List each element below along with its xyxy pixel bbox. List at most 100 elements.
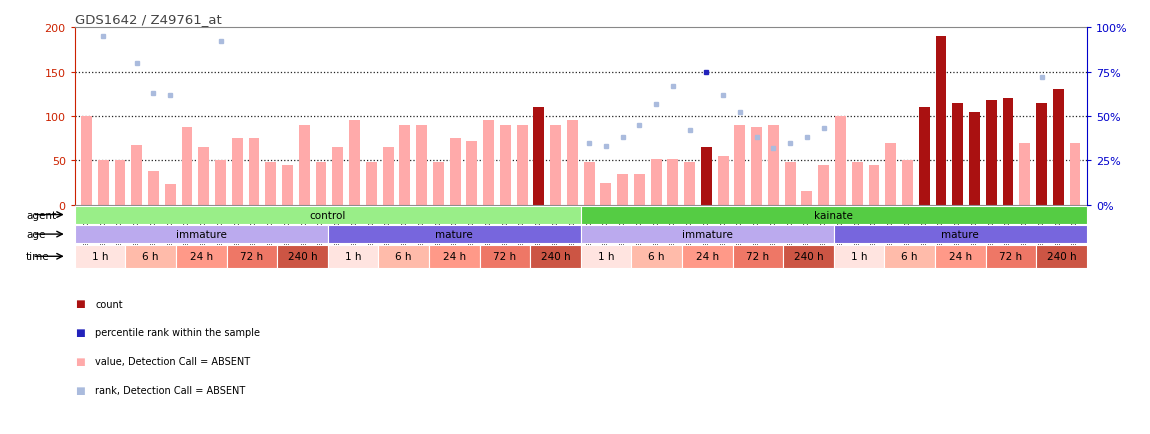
Bar [684,163,695,205]
Bar [198,148,209,205]
Bar [567,121,577,205]
Bar [516,125,528,205]
Bar [115,161,125,205]
Bar [483,121,494,205]
Bar [584,163,595,205]
Bar [429,245,480,268]
Bar [282,165,293,205]
Bar [802,192,812,205]
Bar [952,103,964,205]
Bar [215,161,225,205]
Bar [232,139,243,205]
Bar [1019,143,1030,205]
Bar [366,163,377,205]
Text: 24 h: 24 h [696,252,719,262]
Bar [75,226,328,243]
Text: ■: ■ [75,328,84,337]
Bar [480,245,530,268]
Bar [784,163,796,205]
Bar [467,141,477,205]
Text: GDS1642 / Z49761_at: GDS1642 / Z49761_at [75,13,222,26]
Bar [432,163,444,205]
Text: 240 h: 240 h [793,252,823,262]
Text: 72 h: 72 h [746,252,769,262]
Text: 240 h: 240 h [540,252,570,262]
Text: rank, Detection Call = ABSENT: rank, Detection Call = ABSENT [95,385,246,395]
Bar [416,125,427,205]
Text: time: time [26,252,49,262]
Bar [75,245,125,268]
Bar [328,245,378,268]
Bar [581,245,631,268]
Text: mature: mature [942,230,979,240]
Bar [631,245,682,268]
Bar [182,128,192,205]
Text: kainate: kainate [814,210,853,220]
Bar [1052,90,1064,205]
Text: age: age [26,230,46,240]
Bar [266,163,276,205]
Bar [884,245,935,268]
Text: 24 h: 24 h [190,252,213,262]
Bar [733,245,783,268]
Bar [886,143,896,205]
Bar [315,163,327,205]
Text: ■: ■ [75,385,84,395]
Bar [902,161,913,205]
Bar [125,245,176,268]
Bar [350,121,360,205]
Bar [530,245,581,268]
Bar [986,101,997,205]
Bar [834,245,884,268]
Bar [98,161,109,205]
Bar [581,226,834,243]
Text: 24 h: 24 h [443,252,466,262]
Bar [651,159,661,205]
Text: 240 h: 240 h [1046,252,1076,262]
Bar [1036,245,1087,268]
Bar [1070,143,1081,205]
Text: 72 h: 72 h [999,252,1022,262]
Bar [634,174,645,205]
Bar [75,206,581,224]
Text: 1 h: 1 h [851,252,867,262]
Text: mature: mature [436,230,473,240]
Bar [534,108,544,205]
Bar [852,163,862,205]
Bar [164,185,176,205]
Text: percentile rank within the sample: percentile rank within the sample [95,328,260,337]
Bar [702,148,712,205]
Bar [581,206,1087,224]
Text: immature: immature [682,230,733,240]
Bar [328,226,581,243]
Text: count: count [95,299,123,309]
Text: 24 h: 24 h [949,252,972,262]
Bar [176,245,227,268]
Bar [500,125,511,205]
Bar [768,125,779,205]
Bar [735,125,745,205]
Bar [299,125,309,205]
Bar [819,165,829,205]
Bar [667,159,678,205]
Text: control: control [309,210,346,220]
Bar [383,148,393,205]
Bar [751,128,762,205]
Bar [935,245,986,268]
Bar [835,117,846,205]
Text: 240 h: 240 h [288,252,317,262]
Bar [618,174,628,205]
Bar [936,37,946,205]
Bar [682,245,733,268]
Bar [277,245,328,268]
Bar [919,108,929,205]
Text: 72 h: 72 h [240,252,263,262]
Text: 6 h: 6 h [143,252,159,262]
Bar [1036,103,1046,205]
Text: ■: ■ [75,356,84,366]
Bar [248,139,260,205]
Bar [550,125,561,205]
Text: 1 h: 1 h [598,252,614,262]
Text: 6 h: 6 h [902,252,918,262]
Bar [834,226,1087,243]
